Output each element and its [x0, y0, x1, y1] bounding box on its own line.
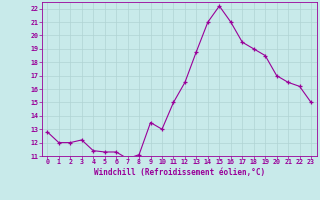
X-axis label: Windchill (Refroidissement éolien,°C): Windchill (Refroidissement éolien,°C) [94, 168, 265, 177]
